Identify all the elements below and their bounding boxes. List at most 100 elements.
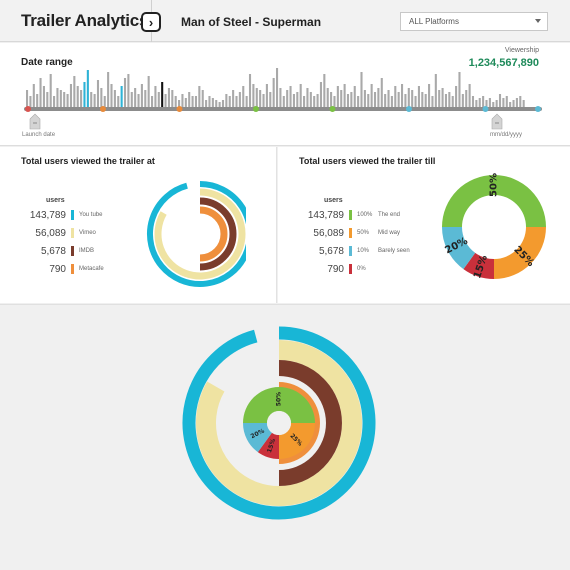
viewership-bar [387,90,390,108]
viewership-bar [103,96,106,108]
viewership-bar [174,96,177,108]
viewership-bar [86,70,89,108]
viewership-bar [502,98,505,108]
legend-row: 143,789 You tube [14,209,103,221]
viewership-bar [259,90,262,108]
viewership-bar [36,94,39,108]
timeline-chart[interactable] [0,43,570,146]
viewership-bar [151,96,154,108]
viewership-bar [384,94,387,108]
platform-arc [154,188,246,280]
timeline-marker[interactable] [99,106,106,112]
viewership-bar [373,92,377,108]
donut-slice [494,227,546,279]
timeline-marker[interactable] [252,106,259,112]
legend-value: 143,789 [29,209,66,221]
launch-date-handle[interactable] [29,113,41,130]
completion-panel: Total users viewed the trailer till user… [278,147,570,303]
viewership-bar [262,94,265,108]
viewership-bar [492,102,495,108]
viewership-bar [39,78,42,108]
timeline-marker[interactable] [25,106,31,112]
timeline-track[interactable] [24,107,542,111]
combined-chart-area: 50% 25% 15% 20% [0,304,570,570]
platform-panel-title: Total users viewed the trailer at [21,156,155,166]
end-date-handle[interactable] [491,113,503,130]
viewership-bar [225,94,228,108]
viewership-bar [53,96,56,108]
viewership-bar [394,86,397,108]
viewership-bar [438,90,441,108]
viewership-bar [140,84,143,108]
viewership-bar [32,84,35,108]
timeline-marker[interactable] [405,106,412,112]
viewership-bar [478,98,481,108]
viewership-bar [198,86,201,108]
viewership-bar [407,88,410,108]
viewership-bar [509,102,512,108]
viewership-bar [26,90,29,108]
viewership-bar [272,78,275,108]
viewership-bar [370,84,373,108]
viewership-bar [117,96,120,108]
legend-value: 790 [49,263,66,275]
legend-percent: 50% [357,230,370,236]
donut-slice-label: 50% [489,173,500,197]
legend-percent: 0% [357,266,366,272]
viewership-bar [417,86,420,108]
viewership-bar [303,96,306,108]
legend-label: The end [378,212,401,218]
completion-panel-title: Total users viewed the trailer till [299,156,436,166]
timeline-marker[interactable] [176,106,183,112]
viewership-bar [235,96,238,108]
next-button[interactable]: › [141,12,161,32]
viewership-bar [69,84,73,108]
viewership-bar [421,92,424,108]
viewership-bar [211,98,214,108]
viewership-bar [455,86,458,108]
legend-value: 790 [327,263,344,275]
viewership-bar [451,96,454,108]
viewership-bar [221,100,225,108]
timeline-marker[interactable] [329,106,336,112]
viewership-bar [49,74,52,108]
end-date-label: mm/dd/yyyy [490,132,523,138]
viewership-bar [340,90,343,108]
viewership-bar [357,96,360,108]
viewership-bar [154,86,157,108]
viewership-bar [144,90,147,108]
viewership-bar [444,94,448,108]
viewership-bar [313,96,316,108]
legend-swatch [71,228,74,238]
viewership-bar [157,92,160,108]
viewership-bar [248,74,252,108]
platform-select[interactable]: ALL Platforms [400,12,548,31]
donut-slice-label: 15% [266,438,277,454]
viewership-bar [107,72,110,108]
viewership-bar [228,96,231,108]
legend-row: 5,678 IMDB [14,245,94,257]
viewership-bar [181,94,184,108]
timeline-marker[interactable] [482,106,489,112]
viewership-bar [495,100,498,108]
viewership-bar [471,96,475,108]
viewership-bar [90,92,93,108]
viewership-bar [350,92,353,108]
arc-center [183,217,217,251]
viewership-bar [46,92,49,108]
timeline-marker[interactable] [535,106,541,112]
viewership-bar [512,100,515,108]
legend-swatch [71,210,74,220]
legend-row: 790 Metacafe [14,263,104,275]
viewership-bar [56,88,59,108]
viewership-bar [29,96,32,108]
completion-donut-chart: 50%25%15%20% [442,173,546,280]
viewership-value: 1,234,567,890 [468,57,539,69]
legend-swatch [349,228,352,238]
legend-label: Metacafe [79,266,104,272]
viewership-bar [336,86,339,108]
legend-row: 790 0% [292,263,378,275]
viewership-label: Viewership [504,47,539,54]
legend-row: 56,089 50% Mid way [292,227,400,239]
legend-swatch [71,264,74,274]
